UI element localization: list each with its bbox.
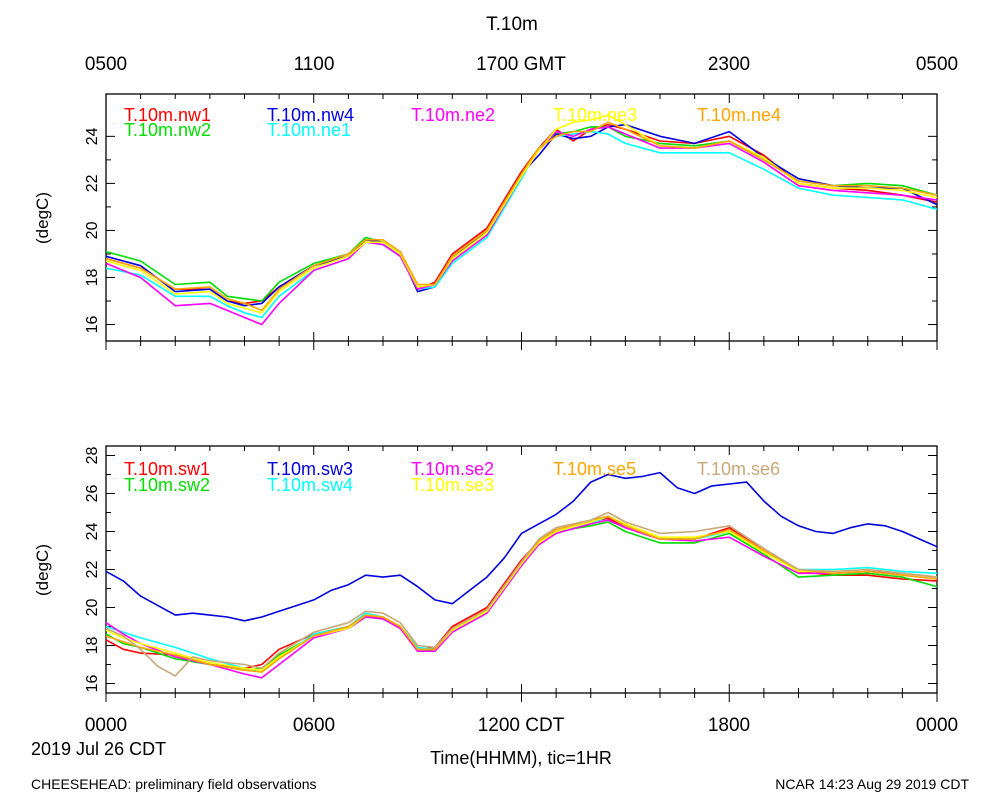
legend-entry: T.10m.sw3 [267, 459, 353, 479]
bottom-panel: 16 18 20 22 24 26 28 T.10m.sw1 T.10m.sw3 T.10m.se… [84, 445, 938, 702]
top-time-label: 1700 GMT [476, 54, 566, 75]
series-line-T.10m.sw3 [105, 471, 938, 622]
footer-right: NCAR 14:23 Aug 29 2019 CDT [775, 776, 969, 792]
series-line-T.10m.se6 [105, 511, 938, 677]
series-line-T.10m.ne2 [105, 126, 938, 326]
series-line-T.10m.ne1 [105, 130, 938, 319]
bottom-time-label: 1200 CDT [478, 715, 565, 736]
y-tick-label: 24 [84, 523, 101, 541]
bottom-panel-ylabel: (degC) [33, 544, 52, 596]
y-tick-label: 22 [84, 561, 101, 579]
legend-entry: T.10m.sw1 [124, 459, 210, 479]
legend-entry: T.10m.sw4 [267, 475, 353, 495]
series-line-T.10m.ne4 [105, 121, 938, 312]
bottom-time-label: 1800 [708, 715, 750, 736]
legend-entry: T.10m.nw1 [124, 105, 211, 125]
legend-entry: T.10m.se3 [411, 475, 494, 495]
top-time-label: 1100 [294, 54, 335, 75]
legend-entry: T.10m.sw2 [124, 475, 210, 495]
legend-entry: T.10m.ne2 [411, 105, 495, 125]
legend-entry: T.10m.se5 [553, 459, 636, 479]
top-time-label: 2300 [708, 54, 750, 75]
bottom-time-label: 0000 [916, 715, 958, 736]
y-tick-label: 28 [84, 447, 101, 465]
y-tick-label: 20 [84, 221, 101, 239]
y-tick-label: 18 [84, 637, 101, 655]
footer-left: CHEESEHEAD: preliminary field observatio… [31, 776, 317, 792]
legend-entry: T.10m.se2 [411, 459, 494, 479]
date-label: 2019 Jul 26 CDT [31, 739, 166, 759]
series-line-T.10m.ne3 [105, 114, 938, 314]
y-tick-label: 22 [84, 174, 101, 192]
top-time-axis: 0500 1100 1700 GMT 2300 0500 [85, 54, 958, 75]
y-tick-label: 16 [84, 675, 101, 693]
y-tick-label: 24 [84, 127, 101, 145]
legend-entry: T.10m.ne4 [697, 105, 781, 125]
top-time-label: 0500 [916, 54, 958, 75]
top-time-label: 0500 [85, 54, 127, 75]
legend-entry: T.10m.se6 [697, 459, 780, 479]
top-panel: 16 18 20 22 24 T.10m.nw1 T.10m.nw4 T.10m.ne2 T.1… [84, 93, 938, 350]
y-tick-label: 26 [84, 485, 101, 503]
legend-entry: T.10m.nw4 [267, 105, 354, 125]
y-tick-label: 16 [84, 316, 101, 334]
bottom-time-label: 0600 [293, 715, 335, 736]
x-axis-label: Time(HHMM), tic=1HR [430, 748, 612, 768]
y-tick-label: 20 [84, 599, 101, 617]
top-panel-ylabel: (degC) [33, 192, 52, 244]
y-tick-label: 18 [84, 268, 101, 286]
bottom-time-label: 0000 [85, 715, 127, 736]
series-line-T.10m.se3 [105, 515, 938, 671]
bottom-time-axis: 0000 0600 1200 CDT 1800 0000 [85, 715, 958, 736]
legend-entry: T.10m.ne3 [553, 105, 637, 125]
series-line-T.10m.se2 [105, 519, 938, 679]
legend-entry: T.10m.nw2 [124, 120, 211, 140]
legend-entry: T.10m.ne1 [267, 120, 351, 140]
chart-title: T.10m [486, 14, 538, 35]
